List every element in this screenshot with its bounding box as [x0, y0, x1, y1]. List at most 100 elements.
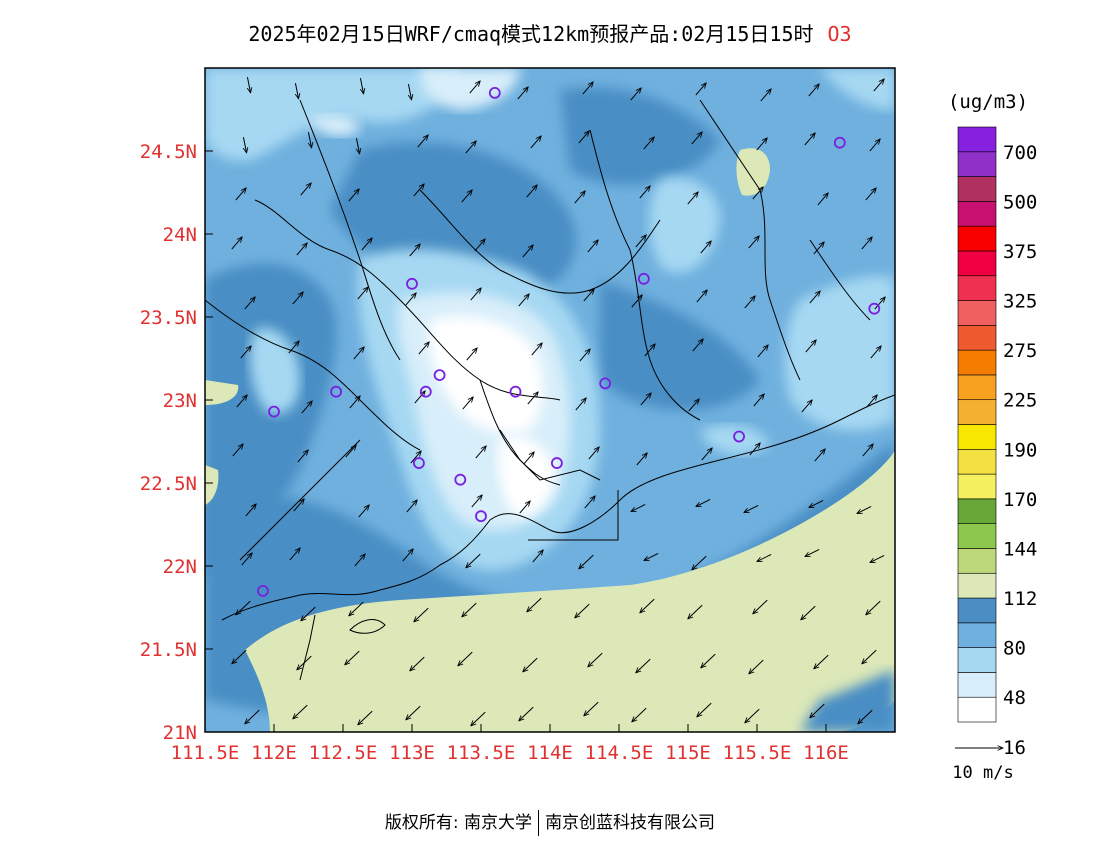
colorbar-swatch: [957, 696, 997, 723]
wind-arrow: [292, 292, 303, 305]
wind-arrow: [814, 449, 825, 462]
wind-arrow: [466, 553, 481, 568]
wind-arrow: [813, 242, 824, 255]
wind-arrow: [469, 81, 480, 94]
wind-arrow: [354, 554, 365, 567]
wind-arrow: [578, 131, 589, 144]
x-tick-label: 113.5E: [447, 742, 516, 764]
colorbar-swatch: [957, 399, 997, 425]
wind-arrow: [701, 653, 716, 668]
x-tick-label: 114.5E: [585, 742, 654, 764]
wind-arrow: [409, 244, 420, 257]
wind-arrow: [523, 452, 534, 465]
wind-arrow: [353, 347, 364, 360]
colorbar-label: 80: [1003, 638, 1026, 660]
station-marker: [833, 136, 846, 149]
wind-arrow: [519, 501, 530, 514]
wind-arrow: [348, 189, 359, 202]
y-tick-label: 21.5N: [140, 639, 197, 661]
wind-arrow: [413, 184, 424, 197]
colorbar-label: 500: [1003, 191, 1037, 213]
wind-arrow: [582, 82, 593, 95]
wind-arrow: [643, 137, 654, 150]
wind-arrow: [579, 554, 594, 569]
wind-arrow: [231, 237, 242, 250]
wind-arrow: [527, 392, 538, 405]
colorbar-swatch: [957, 448, 997, 475]
wind-arrow: [640, 393, 651, 406]
wind-arrow: [760, 89, 771, 102]
wind-arrow: [356, 138, 359, 154]
wind-arrow: [866, 600, 881, 615]
wind-arrow: [461, 190, 472, 203]
wind-arrow: [757, 345, 768, 358]
wind-scale-label: 10 m/s: [952, 763, 1013, 783]
wind-arrow: [583, 289, 594, 302]
wind-arrow: [360, 78, 363, 94]
wind-arrow: [349, 601, 364, 616]
station-marker: [433, 369, 446, 382]
map-axes: 111.5E 112E 112.5E 113E 113.5E 114E 114.5E 115E…: [140, 141, 849, 764]
colorbar-swatch: [957, 424, 997, 450]
x-tick-label: 112E: [251, 742, 297, 764]
wind-arrow: [289, 548, 300, 561]
colorbar-label: 325: [1003, 291, 1037, 313]
colorbar-swatch: [957, 548, 997, 574]
concentration-field: [205, 68, 895, 732]
colorbar-label: 375: [1003, 241, 1037, 263]
wind-arrow: [584, 701, 599, 716]
wind-arrow: [232, 649, 247, 664]
wind-arrow: [862, 444, 873, 457]
wind-arrow: [632, 707, 647, 722]
wind-arrow: [418, 342, 429, 355]
wind-arrow: [523, 657, 538, 672]
station-marker: [412, 457, 425, 469]
wind-arrow: [810, 703, 825, 718]
colorbar-swatch: [957, 349, 997, 376]
x-tick-label: 116E: [803, 742, 849, 764]
wind-arrow: [574, 191, 585, 204]
y-tick-label: 23N: [163, 390, 197, 412]
y-tick-label: 21N: [163, 722, 197, 744]
colorbar-swatch: [957, 572, 997, 599]
boundaries: [205, 99, 895, 681]
colorbar-swatch: [957, 647, 997, 673]
wind-arrow: [801, 605, 816, 620]
station-marker: [330, 385, 343, 398]
wind-vectors: [232, 77, 885, 726]
wind-arrow: [465, 141, 476, 154]
wind-arrow: [232, 444, 243, 457]
wind-arrow: [756, 138, 767, 151]
wind-arrow: [697, 702, 712, 717]
species-label: O3: [827, 22, 852, 46]
wind-arrow: [236, 395, 247, 408]
wind-arrow: [300, 183, 311, 196]
colorbar-label: 112: [1003, 588, 1037, 610]
wind-arrow: [636, 453, 647, 466]
colorbar-swatch: [957, 622, 997, 648]
wind-arrow: [691, 132, 702, 145]
wind-arrow: [636, 658, 651, 673]
wind-arrow: [245, 504, 256, 517]
wind-arrow: [410, 656, 425, 671]
wind-arrow: [874, 297, 885, 310]
colorbar-swatch: [957, 523, 997, 549]
colorbar-label: 144: [1003, 538, 1037, 560]
wind-arrow: [402, 549, 413, 562]
wind-arrow: [857, 505, 872, 513]
wind-arrow: [745, 708, 760, 723]
title-text: 2025年02月15日WRF/cmaq模式12km预报产品:02月15日15时: [248, 22, 814, 46]
wind-arrow: [293, 704, 308, 719]
wind-arrow: [748, 236, 759, 249]
colorbar-label: 16: [1003, 737, 1026, 759]
wind-arrow: [644, 344, 655, 357]
station-marker: [406, 277, 418, 290]
wind-arrow: [470, 288, 481, 301]
wind-arrow: [753, 394, 764, 407]
wind-arrow: [517, 87, 528, 100]
wind-arrow: [466, 348, 477, 361]
wind-arrow: [575, 398, 586, 411]
wind-arrow: [805, 548, 820, 556]
wind-arrow: [640, 598, 655, 613]
wind-arrow: [295, 83, 298, 99]
